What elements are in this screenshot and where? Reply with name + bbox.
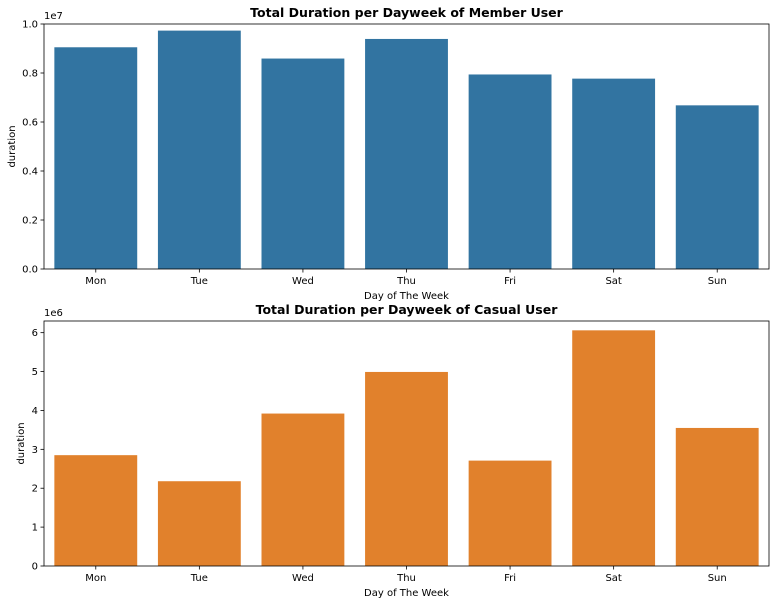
chart-title: Total Duration per Dayweek of Member Use… [250,5,563,20]
bar-sun [675,427,759,566]
y-tick-label: 0.4 [22,167,38,178]
bar-fri [468,74,552,269]
bar-wed [261,58,345,269]
y-offset-label: 1e7 [44,11,63,22]
bar-mon [54,47,138,270]
x-tick-label: Sat [605,573,621,584]
x-tick-label: Sun [708,276,727,287]
y-axis-label: duration [7,125,18,167]
x-tick-label: Mon [85,573,106,584]
y-tick-label: 1 [32,523,38,534]
y-tick-label: 3 [32,445,38,456]
y-tick-label: 0.0 [22,265,38,276]
y-tick-label: 0.6 [22,118,38,129]
bar-mon [54,455,138,566]
y-tick-label: 2 [32,484,38,495]
y-tick-label: 0 [32,562,38,573]
y-tick-label: 0.8 [22,69,38,80]
x-axis-label: Day of The Week [364,588,449,599]
x-tick-label: Wed [292,573,314,584]
x-tick-label: Fri [504,573,516,584]
y-tick-label: 0.2 [22,216,38,227]
member-duration-chart: Mon Tue Wed Thu Fri Sat Sun 0.0 0.2 0.4 0.6 0.8 1.0 1… [7,5,770,302]
bar-fri [468,460,552,566]
x-tick-label: Sat [605,276,621,287]
y-tick-label: 1.0 [22,20,38,31]
x-tick-label: Tue [190,573,208,584]
x-tick-label: Thu [396,573,416,584]
casual-duration-chart: Mon Tue Wed Thu Fri Sat Sun 0 1 2 3 4 5 6 1e6 Total Dur… [16,302,770,599]
bar-sun [675,105,759,269]
y-axis-label: duration [16,422,27,464]
y-tick-label: 6 [32,328,38,339]
x-tick-label: Mon [85,276,106,287]
x-axis-label: Day of The Week [364,291,449,302]
x-tick-label: Sun [708,573,727,584]
bar-sat [572,330,656,566]
y-tick-label: 4 [32,406,38,417]
bar-thu [365,371,448,566]
y-tick-label: 5 [32,367,38,378]
x-tick-label: Tue [190,276,208,287]
bar-thu [365,38,448,269]
chart-title: Total Duration per Dayweek of Casual Use… [256,302,559,317]
x-tick-label: Fri [504,276,516,287]
bar-tue [157,481,241,566]
x-tick-label: Wed [292,276,314,287]
x-tick-label: Thu [396,276,416,287]
y-offset-label: 1e6 [44,308,63,319]
bar-sat [572,78,656,269]
bar-tue [157,30,241,269]
bar-wed [261,413,345,566]
